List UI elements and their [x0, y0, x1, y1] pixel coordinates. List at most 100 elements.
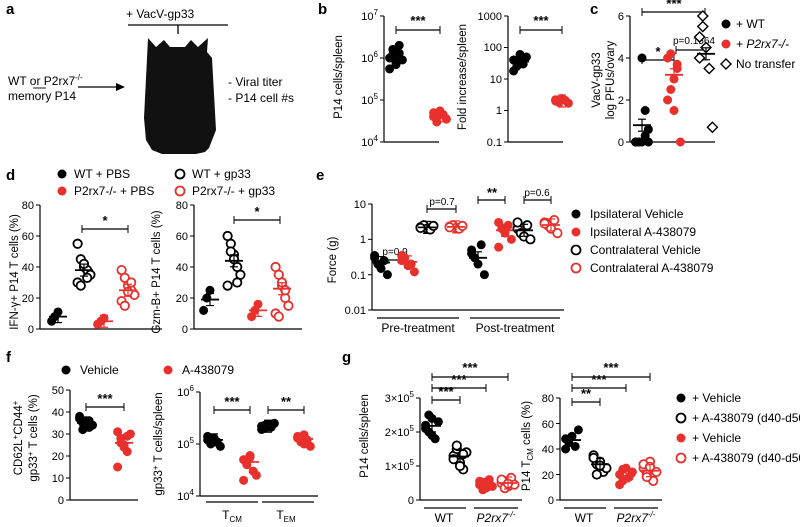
d2-marks: [199, 230, 294, 322]
injection-label: + VacV-gp33: [126, 7, 194, 21]
b1-axes: [380, 15, 439, 143]
panel-label-b: b: [318, 1, 327, 18]
g-legend-marker-wt-drug: [675, 412, 687, 424]
g2-point-s2-5: [615, 480, 625, 490]
e-post-point-s3-4: [552, 228, 563, 239]
g2-ylabel: P14 TCM cells (%): [521, 401, 535, 491]
f1-marks: [75, 411, 135, 472]
d2-point-s0-0: [199, 305, 209, 315]
e-ytick-0.01: 0.01: [345, 305, 366, 317]
g2-point-s1-6: [591, 469, 602, 480]
f1-ytick-20: 20: [52, 451, 64, 463]
d-legend-marker-ko-pbs: [57, 186, 67, 196]
d1-ytick-40: 40: [22, 262, 34, 274]
g1-ylabel: P14 cells/spleen: [359, 394, 371, 478]
g-legend-marker-wt-veh: [676, 393, 686, 403]
e-legend-marker-contra-veh: [570, 244, 582, 256]
f1-ytick-0: 0: [58, 495, 64, 507]
c-ylabel-1: VacV-gp33: [591, 52, 603, 107]
c-ytick-0: 0: [618, 137, 624, 149]
g-legend-marker-ko-drug: [675, 452, 687, 464]
d1-marks: [47, 238, 140, 329]
b2-ytick-10: 10: [490, 74, 502, 86]
c-point-s1-4: [675, 137, 685, 147]
f-legend: Vehicle A-438079: [61, 363, 234, 377]
f1-point-s1-5: [113, 462, 123, 472]
f2-tcm-point-s1-4: [251, 470, 261, 480]
d1-ylabel: IFN-γ+ P14 T cells (%): [9, 214, 21, 330]
d2-ytick-60: 60: [176, 231, 188, 243]
g1-marks: [421, 410, 520, 495]
g1-group-wt: WT: [435, 511, 454, 525]
svg-text:***: ***: [410, 13, 426, 28]
c-legend-p2rx7: + P2rx7-/-: [736, 37, 789, 51]
e-legend-ipsi-veh: Ipsilateral Vehicle: [590, 207, 684, 221]
d2-point-s3-6: [273, 311, 284, 322]
e-ytick-1: 1: [360, 234, 366, 246]
d-legend-marker-wt-gp33: [174, 168, 186, 180]
g2-group-wt: WT: [575, 511, 594, 525]
readout-p14-cells: - P14 cell #s: [228, 91, 294, 105]
readout-viral-titer: - Viral titer: [228, 75, 282, 89]
d2-ytick-80: 80: [176, 200, 188, 212]
d-legend-ko-pbs: P2rx7-/- + PBS: [74, 184, 154, 198]
e-post-point-s2-4: [525, 234, 536, 245]
e-legend-ipsi-drug: Ipsilateral A-438079: [590, 225, 696, 239]
f-legend-drug: A-438079: [182, 363, 234, 377]
d2-ylabel: Gzm-B+ P14 T cells (%): [151, 210, 163, 333]
b2-ylabel: Fold increase/spleen: [457, 24, 469, 130]
e-post-point-s2-5: [512, 217, 523, 228]
e-legend-marker-ipsi-veh: [571, 209, 581, 219]
b2-marks: [509, 49, 573, 108]
c-point-s0-4: [643, 124, 653, 134]
panel-label-e: e: [316, 167, 324, 184]
panel-label-a: a: [6, 1, 15, 18]
e-post-point-s3-5: [539, 218, 550, 229]
d1-point-s1-0: [72, 238, 83, 249]
f2-ylabel: gp33+ T cells/spleen: [151, 392, 165, 495]
f2-tcm-point-s1-5: [239, 475, 249, 485]
c-ytick-2: 2: [618, 95, 624, 107]
c-point-s1-6: [666, 49, 676, 59]
e-marks: [370, 215, 563, 280]
c-marks: [631, 10, 719, 147]
g2-ytick-20: 20: [542, 470, 554, 482]
f1-ylabel-2: gp33+ T cells (%): [26, 394, 40, 482]
c-legend-none: No transfer: [736, 57, 795, 71]
d1-ytick-60: 60: [22, 231, 34, 243]
d-legend-ko-gp33: P2rx7-/- + gp33: [192, 184, 275, 198]
g1-axes: [416, 397, 522, 501]
e-legend-marker-ipsi-drug: [571, 227, 581, 237]
d-legend-marker-ko-gp33: [174, 185, 186, 197]
svg-text:p=0.9: p=0.9: [382, 247, 408, 258]
g-legend-ko-veh: + Vehicle: [692, 431, 741, 445]
d1-ytick-20: 20: [22, 293, 34, 305]
c-point-s2-4: [706, 121, 719, 134]
c-point-s2-6: [696, 10, 709, 22]
svg-text:**: **: [281, 394, 292, 409]
svg-text:***: ***: [533, 13, 549, 28]
panel-label-f: f: [6, 349, 12, 366]
g1-ytick-1e5: 1×105: [385, 458, 415, 473]
svg-text:***: ***: [451, 372, 467, 387]
b1-significance: ***: [395, 13, 441, 34]
g1-group-ko: P2rx7-/-: [477, 510, 516, 525]
g1-point-s0-4: [433, 417, 443, 427]
d1-axes: [36, 204, 162, 330]
f1-ytick-50: 50: [52, 385, 64, 397]
b2-axes: [504, 15, 563, 143]
e-pre-point-s2-4: [428, 220, 439, 231]
c-point-s1-8: [672, 59, 682, 69]
d-legend-marker-wt-pbs: [57, 169, 67, 179]
c-point-s2-3: [703, 62, 716, 75]
b1-ytick-5: 105: [361, 92, 378, 107]
f2-ytick-4: 104: [177, 488, 194, 503]
b2-ytick-100: 100: [484, 42, 502, 54]
f2-marks: [203, 418, 315, 485]
e-group-pre: Pre-treatment: [381, 321, 455, 335]
c-ytick-4: 4: [618, 53, 624, 65]
panel-label-g: g: [342, 349, 351, 366]
c-point-s1-7: [669, 106, 679, 116]
b2-point-s0-5: [509, 66, 519, 76]
g2-point-s0-4: [573, 425, 583, 435]
